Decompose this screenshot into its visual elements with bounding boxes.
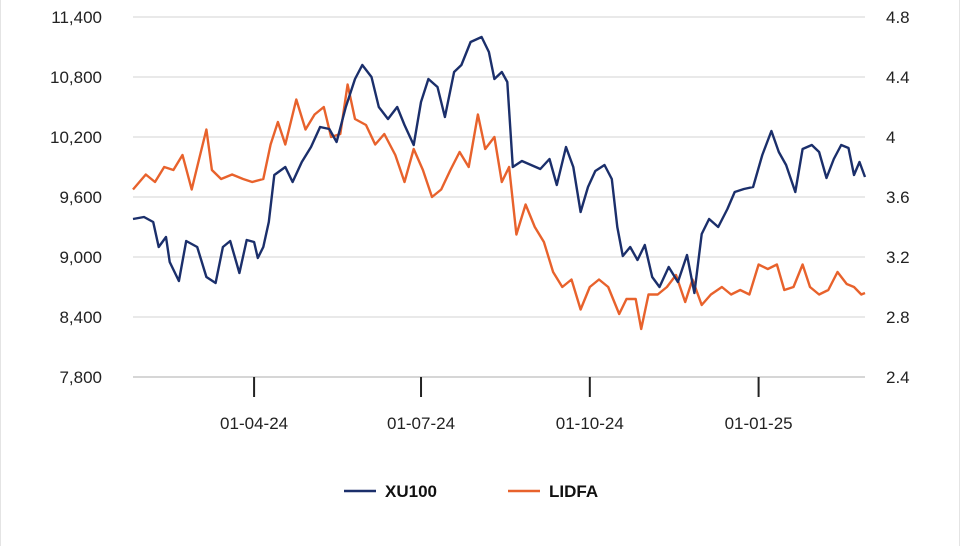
y-right-tick-label: 4.4 [886,68,910,87]
legend: XU100 LIDFA [344,482,598,501]
y-right-tick-label: 3.2 [886,248,910,267]
gridlines [133,16,865,318]
left-axis-ticks: 7,800 8,400 9,000 9,600 10,200 10,800 11,400 [50,8,102,387]
y-right-tick-label: 3.6 [886,188,910,207]
y-left-tick-label: 8,400 [59,308,102,327]
y-left-tick-label: 9,000 [59,248,102,267]
legend-label-lidfa: LIDFA [549,482,598,501]
y-left-tick-label: 10,800 [50,68,102,87]
y-right-tick-label: 2.4 [886,368,910,387]
series-lines [132,35,867,331]
y-right-tick-label: 4 [886,128,895,147]
y-left-tick-label: 10,200 [50,128,102,147]
left-border [0,0,1,546]
legend-label-xu100: XU100 [385,482,437,501]
x-tick-label: 01-01-25 [725,414,793,433]
y-left-tick-label: 9,600 [59,188,102,207]
y-right-tick-label: 2.8 [886,308,910,327]
series-line-xu100 [132,35,867,295]
series-line-lidfa [132,83,866,331]
x-tick-label: 01-04-24 [220,414,288,433]
y-left-tick-label: 11,400 [51,8,102,27]
x-tick-label: 01-07-24 [387,414,455,433]
x-tick-label: 01-10-24 [556,414,624,433]
x-axis: 01-04-24 01-07-24 01-10-24 01-01-25 [133,376,865,433]
y-left-tick-label: 7,800 [59,368,102,387]
y-right-tick-label: 4.8 [886,8,910,27]
right-axis-ticks: 2.4 2.8 3.2 3.6 4 4.4 4.8 [886,8,910,387]
